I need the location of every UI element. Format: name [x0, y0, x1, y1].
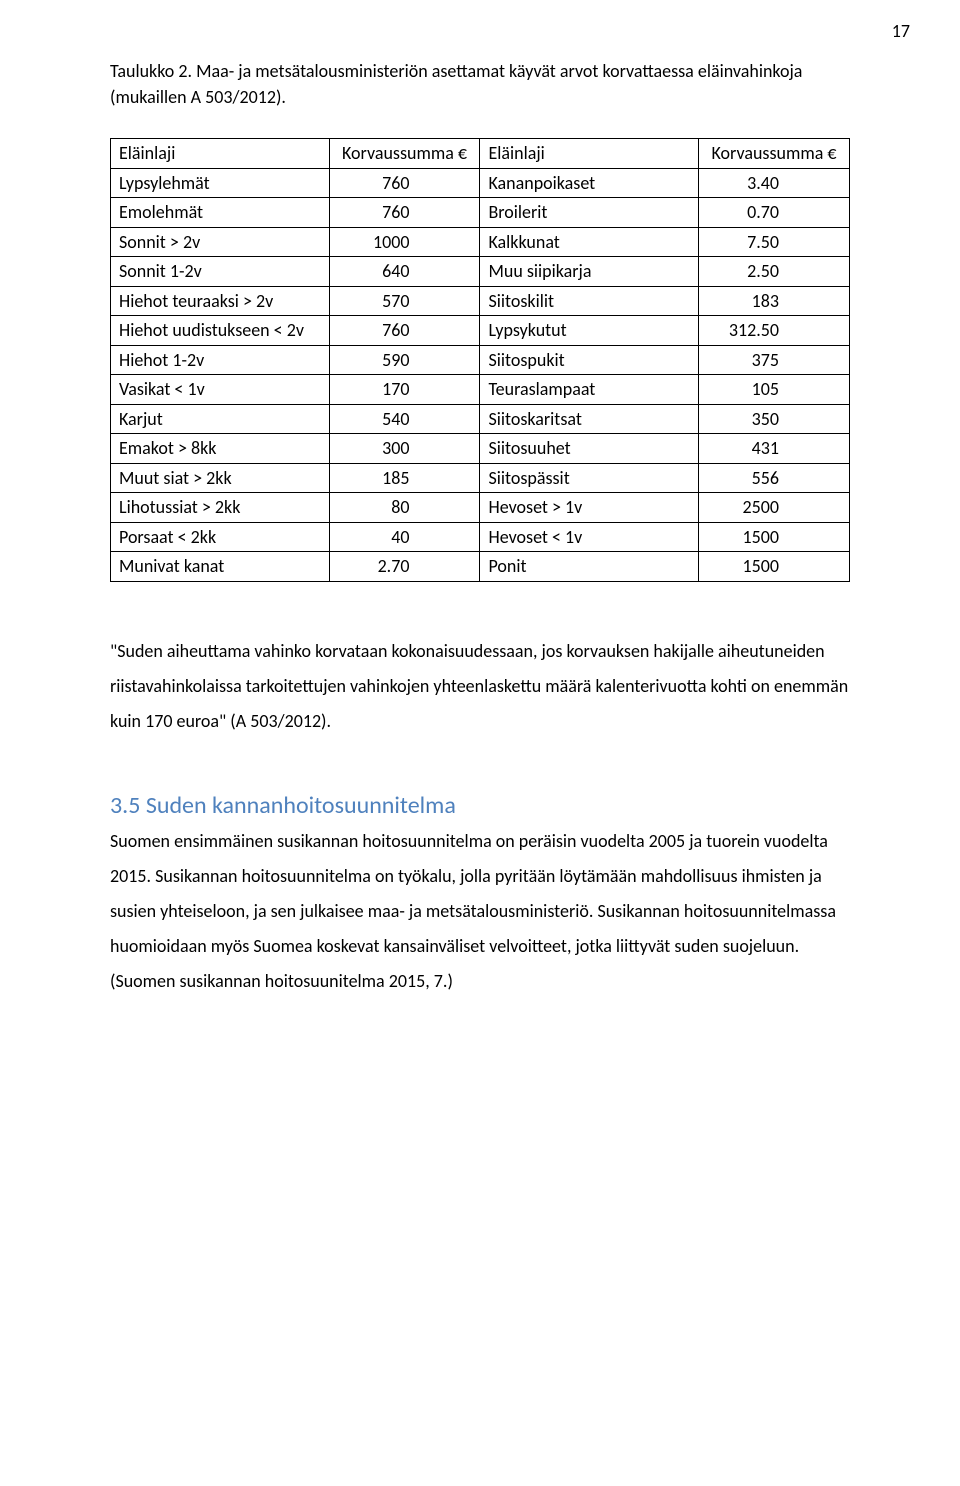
value-cell: 640 — [329, 257, 480, 287]
animal-label: Siitoskaritsat — [480, 404, 699, 434]
body-paragraph-2: Suomen ensimmäinen susikannan hoitosuunn… — [110, 824, 850, 999]
animal-label: Sonnit 1-2v — [111, 257, 330, 287]
table-row: Munivat kanat 2.70 Ponit 1500 — [111, 552, 850, 582]
table-row: Emakot > 8kk 300 Siitosuuhet 431 — [111, 434, 850, 464]
compensation-table: Eläinlaji Korvaussumma € Eläinlaji Korva… — [110, 138, 850, 582]
value-cell: 185 — [329, 463, 480, 493]
page-number: 17 — [892, 20, 910, 42]
table-row: Sonnit > 2v 1000 Kalkkunat 7.50 — [111, 227, 850, 257]
value-cell: 350 — [699, 404, 850, 434]
animal-label: Lypsykutut — [480, 316, 699, 346]
animal-label: Kananpoikaset — [480, 168, 699, 198]
value-cell: 2.50 — [699, 257, 850, 287]
header-cell: Eläinlaji — [111, 139, 330, 169]
table-row: Vasikat < 1v 170 Teuraslampaat 105 — [111, 375, 850, 405]
value-cell: 431 — [699, 434, 850, 464]
value-cell: 312.50 — [699, 316, 850, 346]
animal-label: Siitospässit — [480, 463, 699, 493]
table-row: Hiehot teuraaksi > 2v 570 Siitoskilit 18… — [111, 286, 850, 316]
animal-label: Muu siipikarja — [480, 257, 699, 287]
animal-label: Siitoskilit — [480, 286, 699, 316]
animal-label: Porsaat < 2kk — [111, 522, 330, 552]
table-row: Emolehmät 760 Broilerit 0.70 — [111, 198, 850, 228]
animal-label: Hiehot teuraaksi > 2v — [111, 286, 330, 316]
table-row: Lypsylehmät 760 Kananpoikaset 3.40 — [111, 168, 850, 198]
animal-label: Emakot > 8kk — [111, 434, 330, 464]
value-cell: 760 — [329, 168, 480, 198]
animal-label: Lypsylehmät — [111, 168, 330, 198]
animal-label: Emolehmät — [111, 198, 330, 228]
body-paragraph-1: "Suden aiheuttama vahinko korvataan koko… — [110, 634, 850, 739]
value-cell: 760 — [329, 198, 480, 228]
animal-label: Siitospukit — [480, 345, 699, 375]
table-row: Sonnit 1-2v 640 Muu siipikarja 2.50 — [111, 257, 850, 287]
value-cell: 375 — [699, 345, 850, 375]
table-row: Muut siat > 2kk 185 Siitospässit 556 — [111, 463, 850, 493]
header-cell: Korvaussumma € — [699, 139, 850, 169]
animal-label: Sonnit > 2v — [111, 227, 330, 257]
animal-label: Hiehot 1-2v — [111, 345, 330, 375]
animal-label: Kalkkunat — [480, 227, 699, 257]
table-row: Karjut 540 Siitoskaritsat 350 — [111, 404, 850, 434]
value-cell: 570 — [329, 286, 480, 316]
header-cell: Eläinlaji — [480, 139, 699, 169]
section-heading: 3.5 Suden kannanhoitosuunnitelma — [110, 791, 850, 820]
value-cell: 300 — [329, 434, 480, 464]
value-cell: 1500 — [699, 552, 850, 582]
value-cell: 3.40 — [699, 168, 850, 198]
animal-label: Broilerit — [480, 198, 699, 228]
table-row: Hiehot uudistukseen < 2v 760 Lypsykutut … — [111, 316, 850, 346]
animal-label: Hevoset < 1v — [480, 522, 699, 552]
value-cell: 2500 — [699, 493, 850, 523]
value-cell: 40 — [329, 522, 480, 552]
table-row: Lihotussiat > 2kk 80 Hevoset > 1v 2500 — [111, 493, 850, 523]
value-cell: 80 — [329, 493, 480, 523]
value-cell: 1500 — [699, 522, 850, 552]
table-row: Hiehot 1-2v 590 Siitospukit 375 — [111, 345, 850, 375]
value-cell: 170 — [329, 375, 480, 405]
value-cell: 590 — [329, 345, 480, 375]
animal-label: Lihotussiat > 2kk — [111, 493, 330, 523]
value-cell: 556 — [699, 463, 850, 493]
animal-label: Vasikat < 1v — [111, 375, 330, 405]
animal-label: Munivat kanat — [111, 552, 330, 582]
animal-label: Ponit — [480, 552, 699, 582]
value-cell: 105 — [699, 375, 850, 405]
value-cell: 7.50 — [699, 227, 850, 257]
table-row: Porsaat < 2kk 40 Hevoset < 1v 1500 — [111, 522, 850, 552]
value-cell: 540 — [329, 404, 480, 434]
table-header-row: Eläinlaji Korvaussumma € Eläinlaji Korva… — [111, 139, 850, 169]
value-cell: 2.70 — [329, 552, 480, 582]
table-caption: Taulukko 2. Maa- ja metsätalousministeri… — [110, 58, 850, 110]
header-cell: Korvaussumma € — [329, 139, 480, 169]
document-page: 17 Taulukko 2. Maa- ja metsätalousminist… — [0, 0, 960, 1486]
animal-label: Karjut — [111, 404, 330, 434]
animal-label: Muut siat > 2kk — [111, 463, 330, 493]
value-cell: 183 — [699, 286, 850, 316]
animal-label: Hiehot uudistukseen < 2v — [111, 316, 330, 346]
value-cell: 0.70 — [699, 198, 850, 228]
value-cell: 1000 — [329, 227, 480, 257]
animal-label: Teuraslampaat — [480, 375, 699, 405]
animal-label: Hevoset > 1v — [480, 493, 699, 523]
animal-label: Siitosuuhet — [480, 434, 699, 464]
value-cell: 760 — [329, 316, 480, 346]
